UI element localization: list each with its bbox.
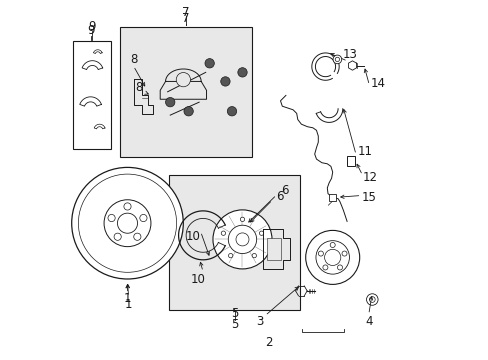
Circle shape [78,174,176,272]
Circle shape [183,107,193,116]
Text: 10: 10 [185,230,201,243]
Circle shape [117,213,137,233]
Circle shape [324,249,340,266]
Circle shape [114,233,121,240]
Circle shape [259,231,263,235]
Circle shape [329,243,335,248]
Text: 6: 6 [280,184,288,197]
Text: 2: 2 [264,336,272,349]
Circle shape [140,215,147,222]
Circle shape [305,230,359,284]
Bar [168,175,300,310]
Text: 10: 10 [190,273,205,287]
Circle shape [236,233,248,246]
Circle shape [240,217,244,221]
Circle shape [227,107,236,116]
Text: 7: 7 [182,12,189,25]
Text: 6: 6 [275,190,283,203]
Circle shape [176,72,190,87]
Circle shape [318,251,323,256]
Circle shape [204,59,214,68]
Bar [73,41,111,149]
Text: 1: 1 [124,298,132,311]
Circle shape [108,215,115,222]
Circle shape [104,200,151,247]
Bar [120,27,251,157]
Bar [328,194,336,201]
Circle shape [123,203,131,210]
Circle shape [337,265,342,270]
Text: 8: 8 [135,81,143,94]
Circle shape [366,294,377,305]
Bar [346,156,354,166]
Text: 7: 7 [182,6,189,19]
Text: 3: 3 [255,315,263,328]
Text: 9: 9 [87,24,95,37]
Circle shape [133,233,141,240]
Bar [266,238,281,260]
Text: 5: 5 [230,318,238,330]
Circle shape [228,253,232,258]
Text: 15: 15 [361,191,375,204]
Circle shape [221,231,225,235]
Circle shape [252,253,256,258]
Circle shape [165,98,175,107]
Text: 12: 12 [362,171,377,184]
Circle shape [72,167,183,279]
Text: 9: 9 [88,21,96,33]
Text: 11: 11 [357,145,372,158]
Text: 13: 13 [342,48,356,61]
Circle shape [322,265,327,270]
Circle shape [213,210,271,269]
Text: 14: 14 [370,77,385,90]
Text: 8: 8 [129,53,137,66]
Text: 5: 5 [230,307,238,320]
Circle shape [332,55,341,64]
Circle shape [341,251,346,256]
Circle shape [237,68,246,77]
Text: 4: 4 [364,315,372,328]
Circle shape [368,297,374,302]
Circle shape [315,241,349,274]
Circle shape [228,225,256,253]
Text: 1: 1 [123,292,131,305]
Circle shape [220,77,230,86]
Circle shape [335,57,339,62]
